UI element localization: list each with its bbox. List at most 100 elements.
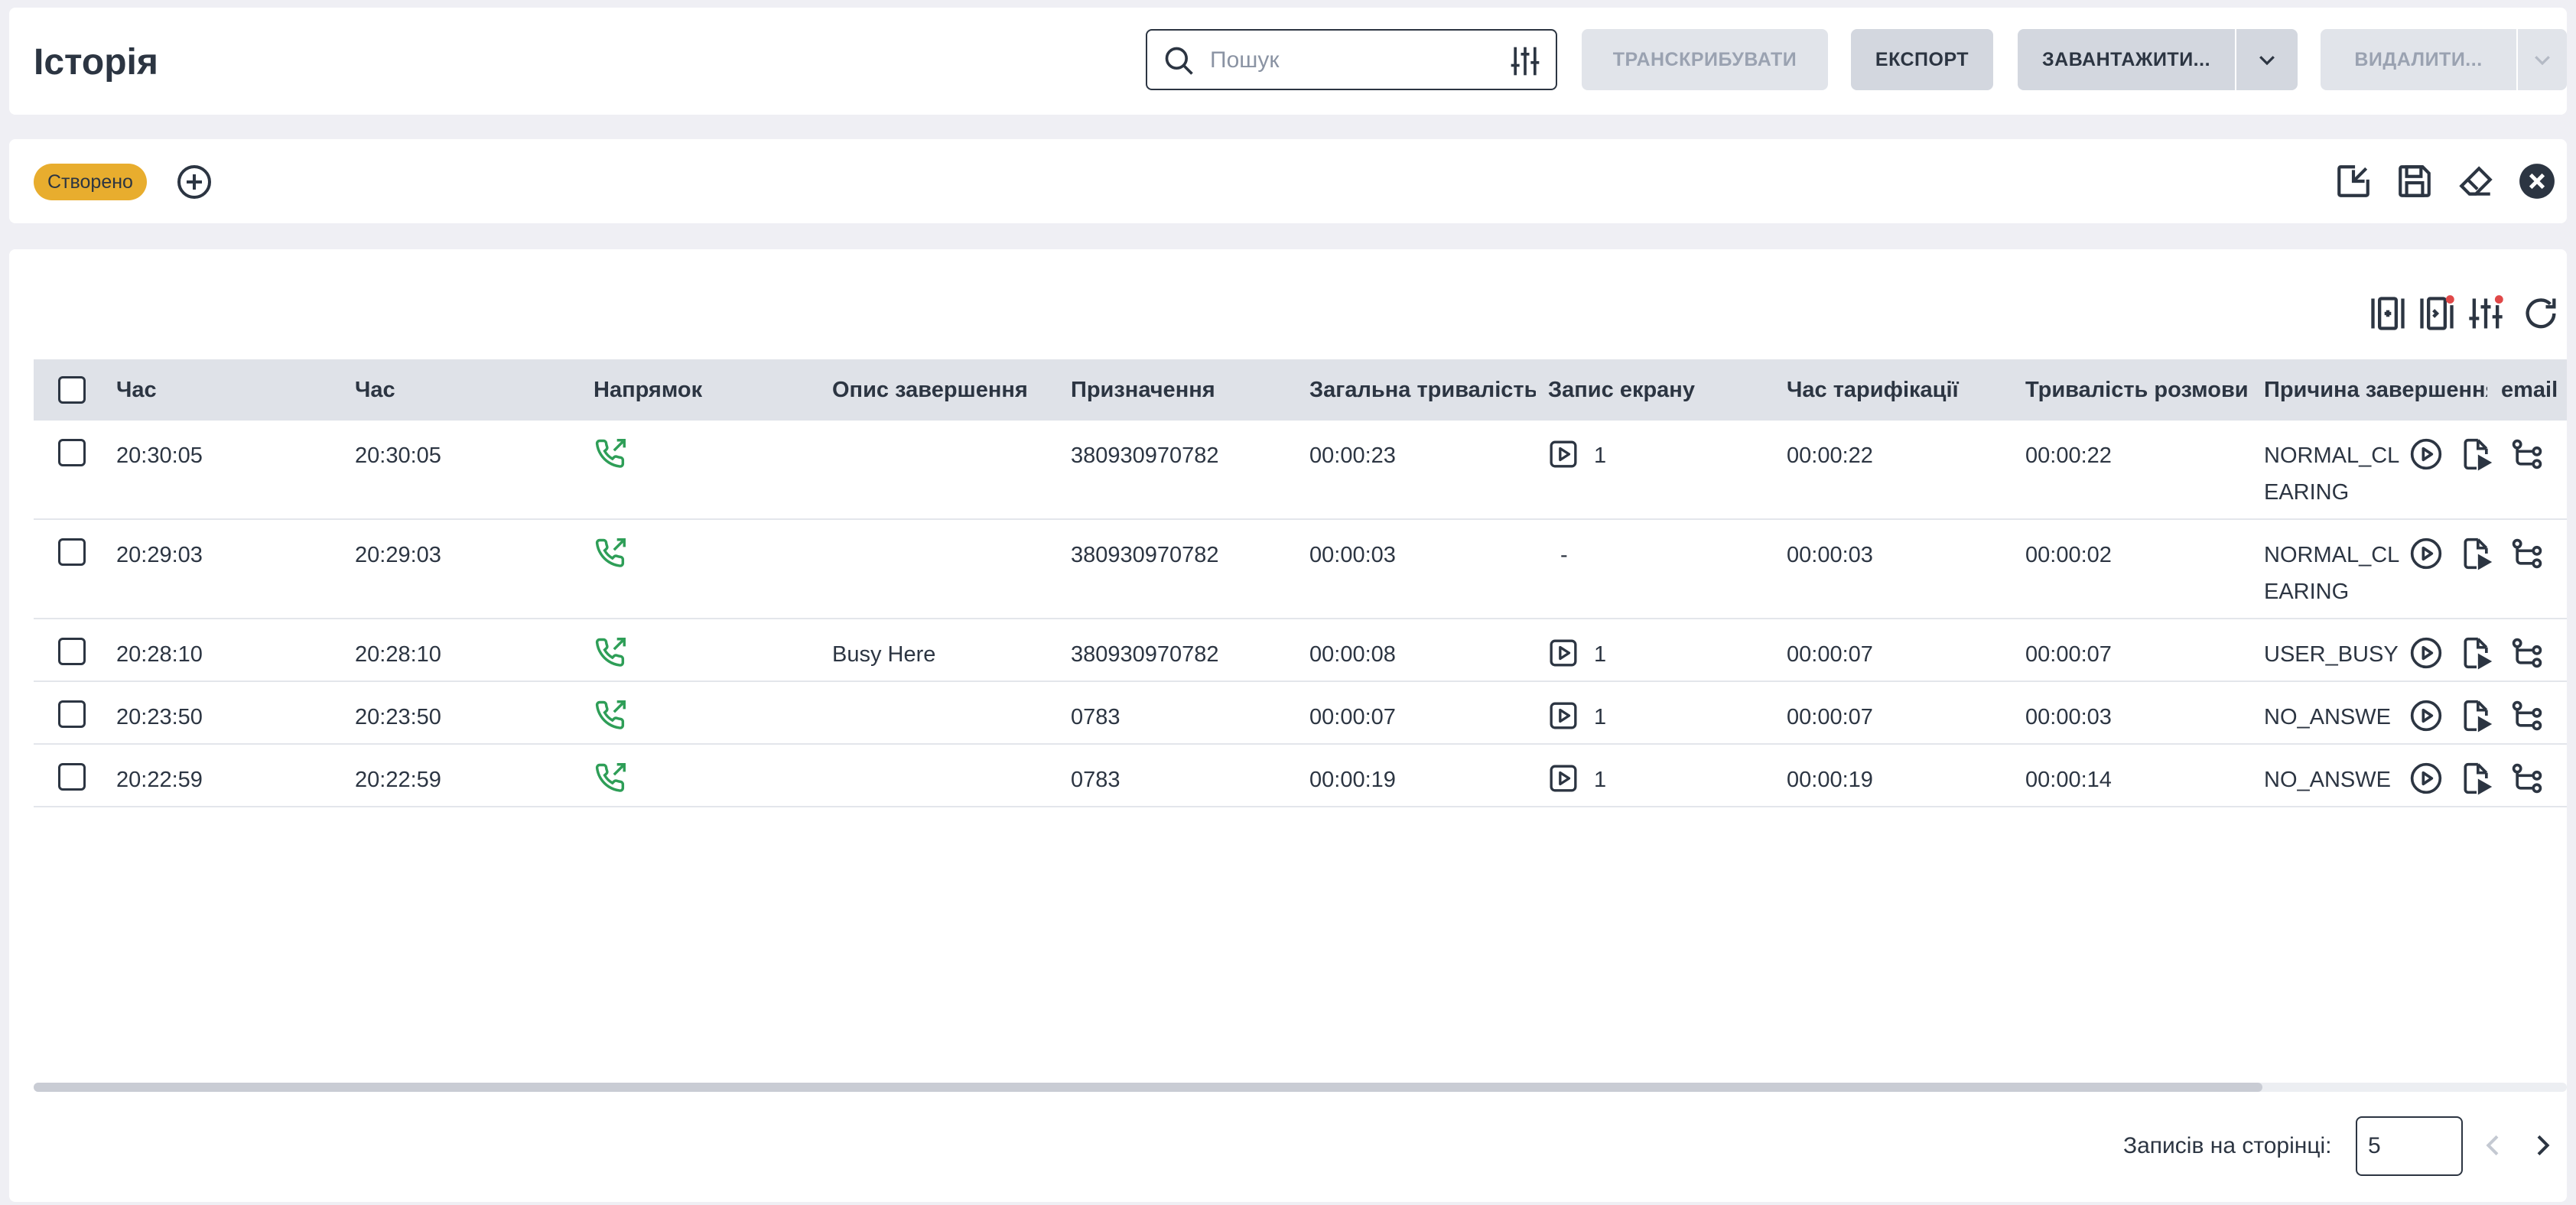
column-header[interactable]: Тривалість розмови [2025,378,2249,402]
outbound-call-icon [594,635,629,670]
chevron-left-icon[interactable] [2478,1130,2509,1161]
column-header[interactable]: Час [355,378,395,402]
talk-duration-cell: 00:00:02 [2025,543,2112,567]
rows-per-page-input[interactable]: 5 [2356,1116,2463,1176]
talk-duration-cell: 00:00:22 [2025,443,2112,468]
row-checkbox[interactable] [58,700,86,728]
play-icon[interactable] [2409,636,2443,670]
transcript-file-icon[interactable] [2460,699,2493,732]
import-filter-icon[interactable] [2334,162,2373,200]
screen-recording-cell: - [1560,543,1568,567]
play-icon[interactable] [2409,437,2443,471]
time-cell: 20:23:50 [355,705,441,729]
refresh-icon[interactable] [2521,294,2561,333]
talk-duration-cell: 00:00:03 [2025,705,2112,729]
transcript-file-icon[interactable] [2460,537,2493,570]
play-icon[interactable] [2409,762,2443,795]
eraser-icon[interactable] [2457,162,2495,200]
call-flow-icon[interactable] [2510,537,2544,570]
total-duration-cell: 00:00:03 [1309,543,1396,567]
page-title: Історія [34,42,158,83]
destination-cell: 0783 [1071,768,1120,792]
column-header[interactable]: Час [116,378,157,402]
transcribe-button[interactable]: ТРАНСКРИБУВАТИ [1582,29,1828,90]
outbound-call-icon [594,436,629,471]
filter-bar: Створено [9,139,2567,223]
table-header: Час Час Напрямок Опис завершення Признач… [34,359,2567,421]
outbound-call-icon [594,760,629,795]
transcript-file-icon[interactable] [2460,437,2493,471]
columns-settings-icon[interactable] [2417,294,2457,333]
play-video-icon[interactable] [1548,638,1579,668]
column-header[interactable]: Опис завершення [832,378,1028,402]
total-duration-cell: 00:00:08 [1309,642,1396,667]
save-icon[interactable] [2395,162,2434,200]
download-button[interactable]: ЗАВАНТАЖИТИ... [2018,29,2235,90]
call-flow-icon[interactable] [2510,699,2544,732]
play-icon[interactable] [2409,699,2443,732]
chevron-right-icon[interactable] [2527,1130,2558,1161]
time-cell: 20:23:50 [116,705,203,729]
play-video-icon[interactable] [1548,439,1579,469]
expand-columns-icon[interactable] [2368,294,2408,333]
time-cell: 20:22:59 [355,768,441,792]
delete-button[interactable]: ВИДАЛИТИ... [2321,29,2516,90]
chevron-down-icon [2535,56,2550,66]
page-header: Історія ТРАНСКРИБУВАТИ ЕКСПОРТ ЗАВАНТАЖИ… [9,8,2567,115]
table-row[interactable]: 20:30:05 20:30:05 380930970782 00:00:23 1 00:… [34,421,2567,520]
download-dropdown-button[interactable] [2236,29,2298,90]
time-cell: 20:30:05 [355,443,441,468]
scrollbar-thumb[interactable] [34,1083,2262,1092]
search-box[interactable] [1146,29,1557,90]
destination-cell: 0783 [1071,705,1120,729]
call-flow-icon[interactable] [2510,636,2544,670]
column-header[interactable]: email [2501,378,2558,402]
rows-per-page-label: Записів на сторінці: [2123,1133,2332,1158]
hangup-cause-cell: NO_ANSWER [2264,768,2391,807]
select-all-checkbox[interactable] [58,376,86,404]
row-checkbox[interactable] [58,763,86,791]
total-duration-cell: 00:00:07 [1309,705,1396,729]
billing-time-cell: 00:00:22 [1787,443,1873,468]
billing-time-cell: 00:00:07 [1787,642,1873,667]
table-row[interactable]: 20:28:10 20:28:10 Busy Here 380930970782 00:… [34,619,2567,682]
time-cell: 20:29:03 [355,543,441,567]
filter-sliders-icon[interactable] [1508,44,1542,78]
search-input[interactable] [1210,43,1493,78]
table-row[interactable]: 20:23:50 20:23:50 0783 00:00:07 1 00:00:07 00:… [34,682,2567,745]
row-checkbox[interactable] [58,638,86,665]
delete-dropdown-button[interactable] [2518,29,2567,90]
billing-time-cell: 00:00:07 [1787,705,1873,729]
add-filter-icon[interactable] [176,164,213,200]
time-cell: 20:28:10 [116,642,203,667]
table-row[interactable]: 20:29:03 20:29:03 380930970782 00:00:03 - 00:… [34,520,2567,619]
transcript-file-icon[interactable] [2460,762,2493,795]
play-video-icon[interactable] [1548,763,1579,794]
history-table-panel: Час Час Напрямок Опис завершення Признач… [9,249,2567,1202]
horizontal-scrollbar[interactable] [34,1083,2567,1092]
close-circle-icon[interactable] [2518,162,2556,200]
hangup-description-cell: Busy Here [832,642,936,667]
row-checkbox[interactable] [58,439,86,466]
destination-cell: 380930970782 [1071,443,1219,468]
transcript-file-icon[interactable] [2460,636,2493,670]
table-filter-sliders-icon[interactable] [2466,294,2506,333]
total-duration-cell: 00:00:19 [1309,768,1396,792]
column-header[interactable]: Час тарифікації [1787,378,1959,402]
column-header[interactable]: Загальна тривалість [1309,378,1536,402]
row-checkbox[interactable] [58,538,86,566]
column-header[interactable]: Причина завершення [2264,378,2487,402]
call-flow-icon[interactable] [2510,437,2544,471]
column-header[interactable]: Запис екрану [1548,378,1695,402]
billing-time-cell: 00:00:03 [1787,543,1873,567]
screen-recording-count: 1 [1594,705,1607,729]
column-header[interactable]: Напрямок [594,378,703,402]
filter-chip-created[interactable]: Створено [34,164,147,200]
play-video-icon[interactable] [1548,700,1579,731]
table-row[interactable]: 20:22:59 20:22:59 0783 00:00:19 1 00:00:19 00:… [34,745,2567,807]
play-icon[interactable] [2409,537,2443,570]
hangup-cause-cell: NO_ANSWER [2264,705,2391,745]
column-header[interactable]: Призначення [1071,378,1215,402]
call-flow-icon[interactable] [2510,762,2544,795]
export-button[interactable]: ЕКСПОРТ [1851,29,1993,90]
